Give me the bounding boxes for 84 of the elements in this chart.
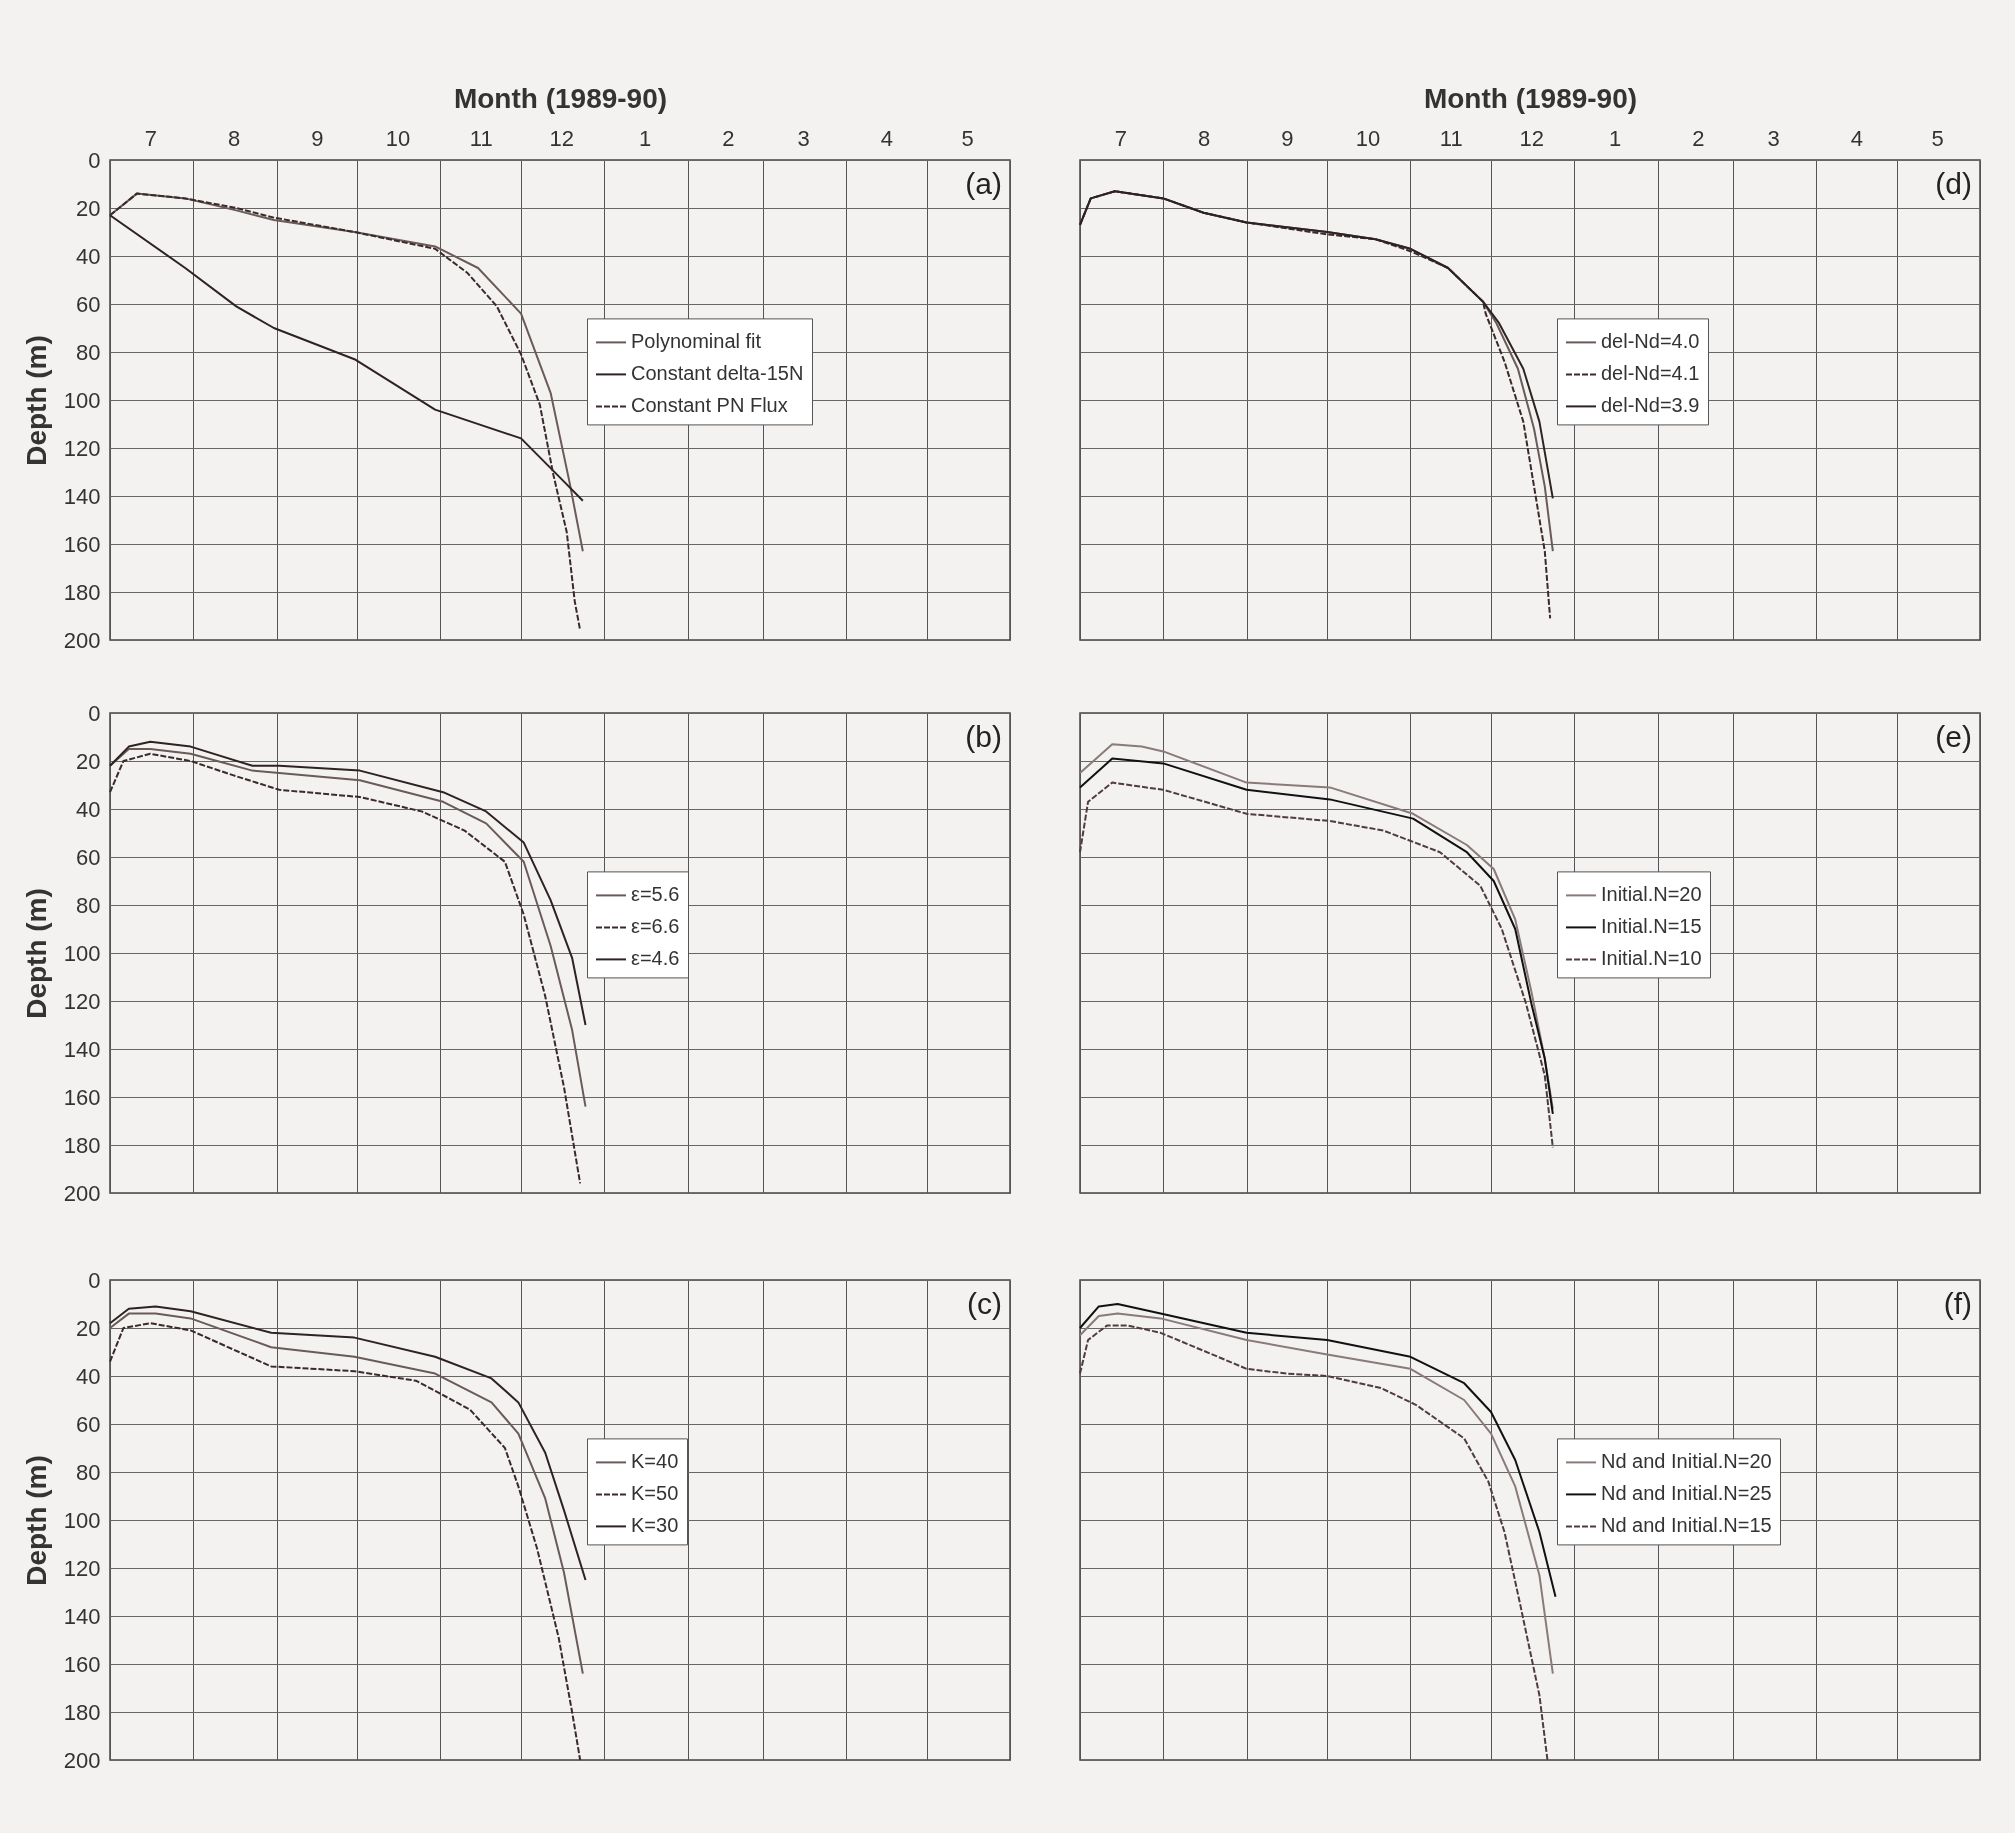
y-tick-label: 120 [63, 988, 101, 1014]
y-tick-label: 160 [63, 1651, 101, 1677]
legend-label: Polynominal fit [631, 330, 762, 353]
y-tick-label: 100 [63, 1507, 101, 1533]
y-tick-label: 180 [63, 579, 101, 605]
x-axis-title: Month (1989-90) [453, 82, 668, 114]
y-tick-label: 140 [63, 1036, 101, 1062]
legend-label: ε=6.6 [631, 915, 680, 938]
y-tick-label: 80 [76, 892, 101, 918]
legend-label: Nd and Initial.N=25 [1601, 1482, 1772, 1505]
y-tick-label: 60 [76, 291, 101, 317]
annotation: (f) [1943, 1287, 1972, 1320]
legend-label: Nd and Initial.N=20 [1601, 1450, 1772, 1473]
x-tick-label: 10 [385, 125, 411, 151]
legend-label: Initial.N=10 [1601, 947, 1702, 970]
legend-label: K=30 [631, 1514, 679, 1537]
y-tick-label: 0 [88, 700, 101, 726]
x-tick-label: 8 [1197, 125, 1211, 151]
y-tick-label: 200 [63, 627, 101, 653]
x-tick-label: 5 [1931, 125, 1944, 151]
y-axis-title: Depth (m) [20, 335, 52, 466]
y-tick-label: 120 [63, 1555, 101, 1581]
y-tick-label: 20 [76, 1315, 101, 1341]
x-tick-label: 3 [797, 125, 810, 151]
legend-label: del-Nd=4.0 [1601, 330, 1700, 353]
x-tick-label: 3 [1767, 125, 1780, 151]
legend-label: K=50 [631, 1482, 679, 1505]
y-tick-label: 0 [88, 147, 101, 173]
y-tick-label: 140 [63, 1603, 101, 1629]
legend-label: Constant PN Flux [631, 394, 788, 417]
y-tick-label: 20 [76, 748, 101, 774]
annotation: (a) [965, 167, 1002, 200]
annotation: (c) [967, 1287, 1002, 1320]
x-tick-label: 9 [311, 125, 324, 151]
y-tick-label: 140 [63, 483, 101, 509]
y-tick-label: 200 [63, 1747, 101, 1773]
y-tick-label: 80 [76, 339, 101, 365]
y-tick-label: 60 [76, 1411, 101, 1437]
legend-label: del-Nd=3.9 [1601, 394, 1700, 417]
x-tick-label: 1 [1609, 125, 1622, 151]
y-tick-label: 80 [76, 1459, 101, 1485]
annotation: (b) [965, 720, 1002, 753]
y-tick-label: 40 [76, 243, 101, 269]
y-tick-label: 160 [63, 531, 101, 557]
y-axis-title: Depth (m) [20, 1455, 52, 1586]
annotation: (d) [1935, 167, 1972, 200]
x-tick-label: 4 [1850, 125, 1864, 151]
y-tick-label: 120 [63, 435, 101, 461]
legend-label: Constant delta-15N [631, 362, 804, 385]
legend-label: Initial.N=15 [1601, 915, 1702, 938]
x-tick-label: 10 [1355, 125, 1381, 151]
y-tick-label: 200 [63, 1180, 101, 1206]
y-tick-label: 100 [63, 940, 101, 966]
y-tick-label: 40 [76, 1363, 101, 1389]
x-tick-label: 7 [144, 125, 157, 151]
x-tick-label: 1 [639, 125, 652, 151]
x-tick-label: 8 [227, 125, 241, 151]
annotation: (e) [1935, 720, 1972, 753]
x-tick-label: 11 [469, 125, 493, 151]
x-tick-label: 12 [1519, 125, 1545, 151]
x-tick-label: 2 [1692, 125, 1705, 151]
x-axis-title: Month (1989-90) [1423, 82, 1638, 114]
y-tick-label: 40 [76, 796, 101, 822]
x-tick-label: 2 [722, 125, 735, 151]
x-tick-label: 11 [1439, 125, 1463, 151]
y-axis-title: Depth (m) [20, 888, 52, 1019]
y-tick-label: 180 [63, 1699, 101, 1725]
y-tick-label: 60 [76, 844, 101, 870]
legend-label: ε=5.6 [631, 883, 680, 906]
x-tick-label: 7 [1114, 125, 1127, 151]
x-tick-label: 5 [961, 125, 974, 151]
x-tick-label: 4 [880, 125, 894, 151]
y-tick-label: 20 [76, 195, 101, 221]
y-tick-label: 160 [63, 1084, 101, 1110]
legend-label: Nd and Initial.N=15 [1601, 1514, 1772, 1537]
x-tick-label: 9 [1281, 125, 1294, 151]
y-tick-label: 180 [63, 1132, 101, 1158]
legend-label: Initial.N=20 [1601, 883, 1702, 906]
legend-label: ε=4.6 [631, 947, 680, 970]
legend-label: del-Nd=4.1 [1601, 362, 1700, 385]
y-tick-label: 0 [88, 1267, 101, 1293]
y-tick-label: 100 [63, 387, 101, 413]
x-tick-label: 12 [549, 125, 575, 151]
legend-label: K=40 [631, 1450, 679, 1473]
